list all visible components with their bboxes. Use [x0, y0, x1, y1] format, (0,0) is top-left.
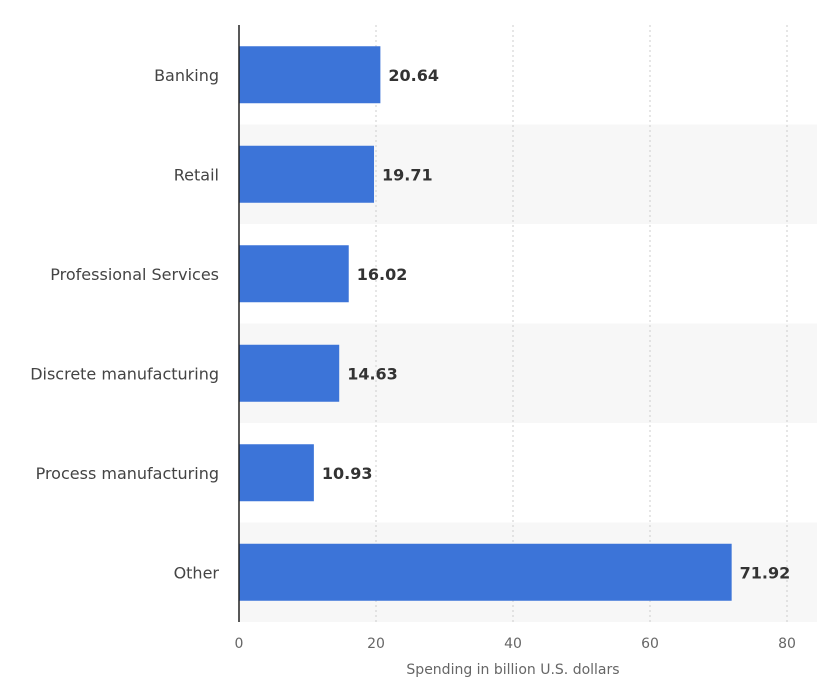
value-label: 16.02: [357, 265, 408, 284]
bar: [239, 344, 340, 402]
category-labels: Banking Retail Professional Services Discre…: [30, 66, 219, 583]
x-axis-title: Spending in billion U.S. dollars: [406, 662, 619, 678]
x-tick-labels: 0 20 40 60 80: [235, 636, 796, 652]
category-label: Retail: [174, 165, 219, 184]
value-label: 10.93: [322, 464, 373, 483]
category-label: Professional Services: [50, 265, 219, 284]
bar: [239, 245, 349, 303]
value-label: 14.63: [347, 364, 398, 383]
bar: [239, 145, 375, 203]
bar: [239, 46, 381, 104]
category-label: Other: [174, 563, 220, 582]
x-tick-label: 80: [778, 636, 796, 652]
bar: [239, 444, 314, 502]
category-label: Discrete manufacturing: [30, 364, 219, 383]
bars: [239, 46, 732, 601]
category-label: Banking: [154, 66, 219, 85]
x-tick-label: 60: [641, 636, 659, 652]
x-tick-label: 20: [367, 636, 385, 652]
category-label: Process manufacturing: [36, 464, 219, 483]
bar: [239, 543, 732, 601]
value-label: 19.71: [382, 165, 433, 184]
value-labels: 20.64 19.71 16.02 14.63 10.93 71.92: [322, 66, 790, 583]
value-label: 71.92: [740, 563, 791, 582]
x-tick-label: 40: [504, 636, 522, 652]
x-tick-label: 0: [235, 636, 244, 652]
value-label: 20.64: [388, 66, 439, 85]
